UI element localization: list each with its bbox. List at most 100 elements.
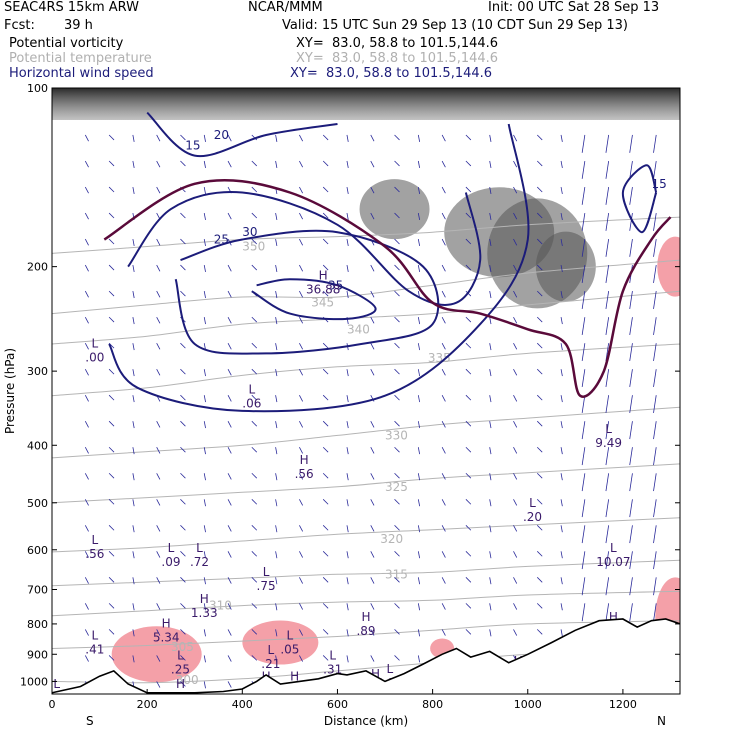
wind-arrow xyxy=(108,629,115,635)
wind-arrow xyxy=(203,629,206,637)
wind-arrow xyxy=(322,498,329,505)
wind-arrow xyxy=(322,186,329,193)
wind-arrow xyxy=(489,447,492,455)
wind-arrow xyxy=(251,525,258,531)
wind-arrow xyxy=(370,186,375,194)
wind-arrow xyxy=(653,317,657,335)
wind-arrow xyxy=(132,395,135,403)
wind-arrow xyxy=(251,629,258,635)
wind-arrow xyxy=(605,551,610,570)
pv-negative-region xyxy=(657,236,680,297)
wind-arrow xyxy=(322,342,329,349)
wind-arrow xyxy=(560,134,563,142)
wind-arrow xyxy=(653,473,657,492)
wind-arrow xyxy=(251,420,258,427)
wind-arrow xyxy=(417,525,421,533)
wind-arrow xyxy=(275,160,278,168)
wind-arrow xyxy=(84,368,89,376)
wind-arrow xyxy=(417,160,421,168)
wind-arrow xyxy=(108,498,115,505)
wind-arrow xyxy=(346,603,349,611)
extremum-kind: H xyxy=(290,670,299,684)
extremum-kind: L xyxy=(53,677,60,691)
wind-arrow xyxy=(275,395,278,403)
wind-arrow xyxy=(108,603,115,609)
theta-contour xyxy=(52,259,680,315)
wind-arrow xyxy=(536,316,543,323)
x-tick-label: 0 xyxy=(49,698,56,711)
wind-arrow xyxy=(180,238,186,245)
wind-arrow xyxy=(417,551,421,559)
wind-arrow xyxy=(394,342,400,349)
wind-arrow xyxy=(346,421,349,429)
wind-arrow xyxy=(108,655,115,661)
wind-arrow xyxy=(203,603,206,611)
wind-arrow xyxy=(536,629,543,635)
wind-speed-contour xyxy=(146,111,338,158)
wind-arrow xyxy=(251,472,258,479)
wind-arrow xyxy=(251,603,258,609)
wind-arrow xyxy=(560,291,563,299)
wind-arrow xyxy=(489,238,492,247)
wind-arrow xyxy=(441,238,446,246)
pv-negative-region xyxy=(111,626,202,683)
wind-arrow xyxy=(465,264,472,271)
wind-arrow xyxy=(299,264,304,272)
wind-arrow xyxy=(275,212,278,221)
wind-arrow xyxy=(370,473,375,480)
wind-arrow xyxy=(513,603,518,610)
wind-arrow xyxy=(227,473,232,480)
extremum-value: .21 xyxy=(261,657,280,671)
wind-arrow xyxy=(653,525,657,544)
wind-arrow xyxy=(251,186,258,193)
x-end-label-south: S xyxy=(86,714,94,728)
wind-arrow xyxy=(536,551,543,557)
wind-arrow xyxy=(322,551,329,557)
wind-arrow xyxy=(441,603,446,610)
wind-arrow xyxy=(108,551,115,557)
wind-arrow xyxy=(322,160,329,167)
wind-arrow xyxy=(203,499,206,507)
wind-arrow xyxy=(465,551,472,557)
wind-arrow xyxy=(441,421,446,428)
wind-arrow xyxy=(465,525,472,531)
wind-arrow xyxy=(84,160,89,168)
wind-arrow xyxy=(180,368,186,375)
extremum-kind: H xyxy=(361,610,370,624)
extremum-kind: L xyxy=(263,565,270,579)
wind-arrow xyxy=(108,238,115,245)
wind-arrow xyxy=(227,499,232,506)
wind-arrow xyxy=(653,160,657,179)
wind-arrow xyxy=(203,421,206,429)
wind-arrow xyxy=(322,655,329,661)
y-axis-label: Pressure (hPa) xyxy=(3,348,17,434)
wind-arrow xyxy=(180,160,186,167)
wind-arrow xyxy=(560,525,563,533)
wind-arrow xyxy=(251,134,258,141)
wind-arrow xyxy=(370,421,375,428)
wind-arrow xyxy=(322,394,329,401)
wind-speed-contour xyxy=(174,229,440,355)
wind-arrow xyxy=(180,394,186,401)
wind-arrow xyxy=(227,134,232,142)
wind-arrow xyxy=(132,603,135,611)
wind-arrow xyxy=(513,473,518,480)
wind-arrow xyxy=(417,447,421,455)
wind-arrow xyxy=(108,525,115,531)
wind-arrow xyxy=(441,212,446,220)
wind-arrow xyxy=(513,499,518,506)
wind-arrow xyxy=(513,290,518,298)
wind-arrow xyxy=(299,316,304,324)
wind-arrow xyxy=(394,551,400,557)
wind-arrow xyxy=(465,603,472,609)
wind-arrow xyxy=(581,239,586,257)
wind-arrow xyxy=(84,342,89,350)
wind-arrow xyxy=(203,265,206,273)
wind-arrow xyxy=(84,655,89,662)
wind-arrow xyxy=(441,186,446,194)
wind-arrow xyxy=(275,369,278,377)
wind-arrow xyxy=(489,421,492,429)
theta-contour xyxy=(52,620,680,649)
x-tick-label: 1200 xyxy=(609,698,637,711)
wind-arrow xyxy=(417,212,421,221)
